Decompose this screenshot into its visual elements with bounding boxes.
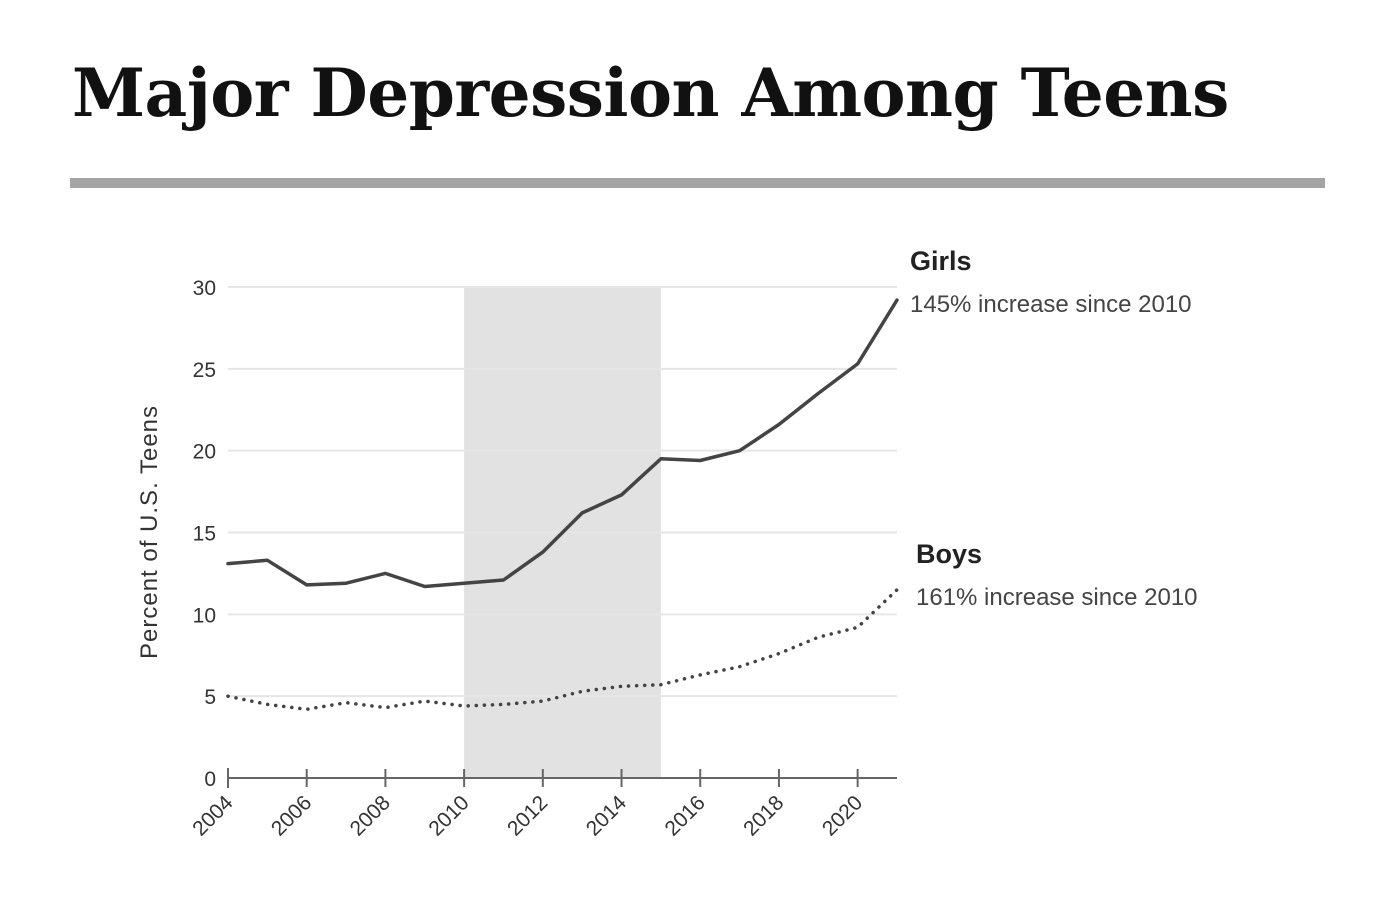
boys-series-label: Boys [916,539,982,569]
girls-series-line [226,298,899,589]
x-tick-label: 2012 [503,791,552,840]
girls-series-annotation: 145% increase since 2010 [910,291,1192,318]
y-tick-label: 30 [193,277,216,300]
x-axis [227,768,897,788]
x-tick-label: 2006 [267,791,316,840]
y-tick-label: 15 [193,523,216,546]
girls-series-label: Girls [910,246,972,276]
page-title: Major Depression Among Teens [72,54,1229,132]
y-axis-title: Percent of U.S. Teens [136,405,163,659]
x-tick-label: 2010 [424,791,473,840]
y-tick-label: 10 [193,604,216,627]
x-tick-label: 2004 [188,791,238,841]
y-axis-tick-labels: 0 5 10 15 20 25 30 [193,277,216,791]
y-tick-label: 20 [193,441,216,464]
y-tick-label: 25 [193,359,216,382]
y-tick-label: 5 [204,686,216,709]
x-tick-label: 2020 [818,791,867,840]
title-divider [70,178,1325,188]
boys-series-annotation: 161% increase since 2010 [916,584,1198,611]
x-tick-label: 2016 [660,791,709,840]
x-tick-label: 2014 [582,791,632,841]
series-lines [226,298,899,712]
y-tick-label: 0 [204,768,216,791]
x-tick-label: 2018 [739,791,788,840]
series-annotations: Girls 145% increase since 2010 Boys 161% in… [910,246,1198,611]
boys-series-line [226,588,899,712]
x-tick-label: 2008 [346,791,395,840]
x-axis-tick-labels: 2004 2006 2008 2010 2012 2014 2016 2018 2020 [188,791,867,841]
